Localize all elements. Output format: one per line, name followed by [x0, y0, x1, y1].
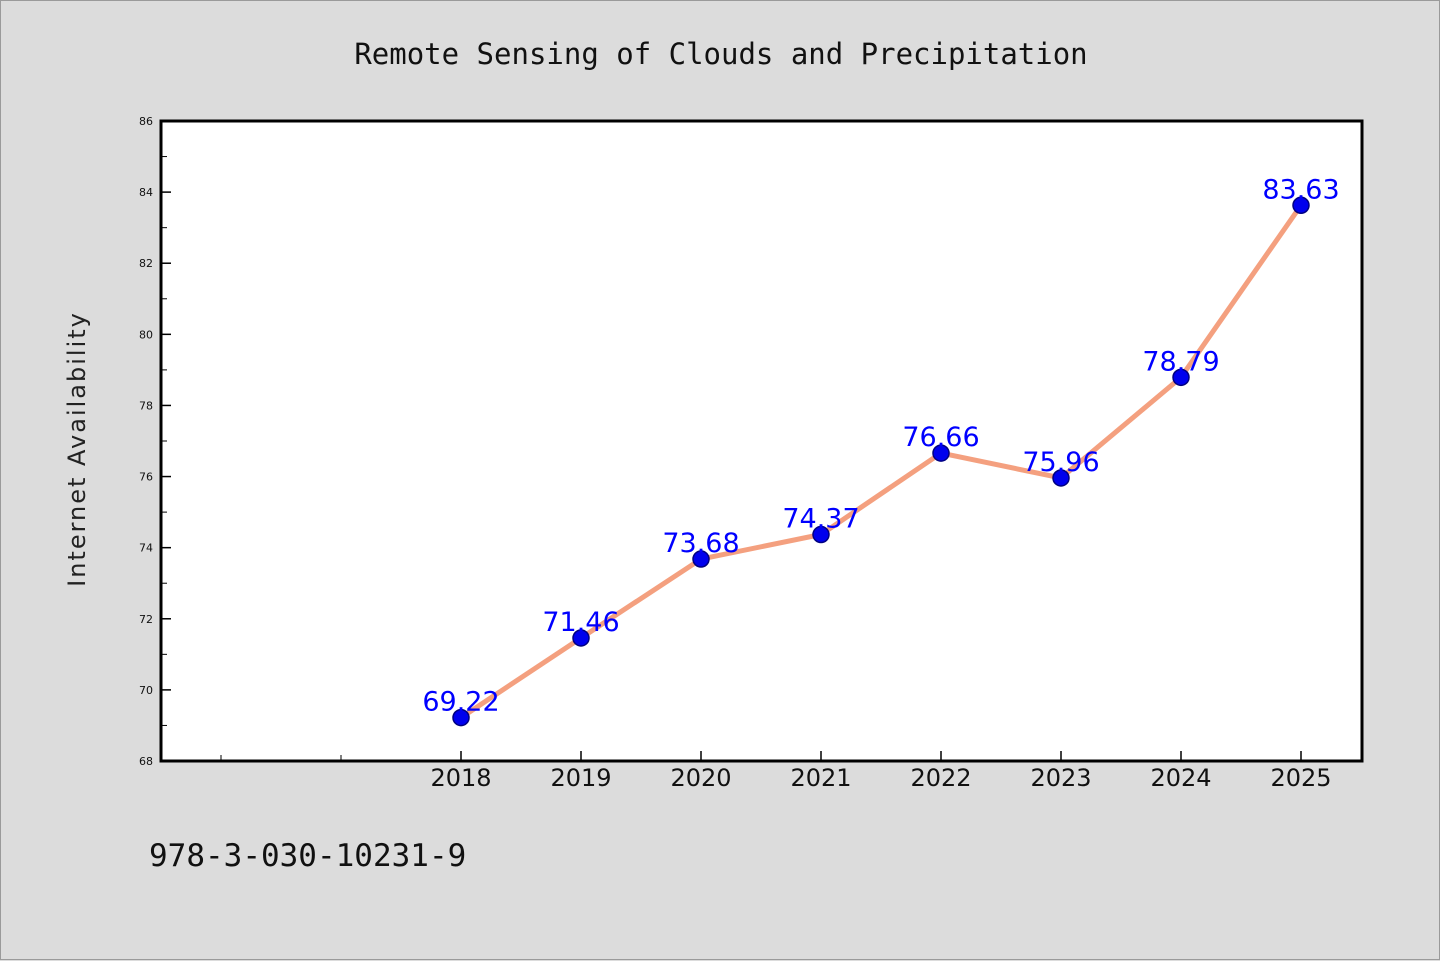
y-tick-label: 86 — [139, 115, 153, 128]
data-point-2023 — [1052, 469, 1070, 487]
data-point-2021 — [812, 525, 830, 544]
y-tick-label: 80 — [139, 328, 153, 341]
data-point-2018 — [452, 708, 470, 727]
y-tick-label: 82 — [139, 257, 153, 270]
data-label-2024: 78.79 — [1142, 346, 1219, 377]
data-point-2019 — [572, 629, 590, 647]
x-tick-label: 2023 — [1030, 764, 1091, 792]
x-tick-label: 2020 — [670, 764, 731, 792]
data-label-2023: 75.96 — [1022, 447, 1099, 478]
caption-isbn: 978-3-030-10231-9 — [149, 838, 466, 874]
data-label-2020: 73.68 — [662, 528, 739, 559]
y-tick-label: 68 — [139, 755, 153, 768]
x-axis: 2018 2019 2020 2021 2022 2023 2024 2025 — [220, 751, 1332, 792]
y-axis-label: Internet Availability — [63, 311, 91, 587]
x-tick-label: 2022 — [910, 764, 971, 792]
y-tick-label: 74 — [139, 542, 153, 555]
plot-frame — [159, 119, 1364, 763]
data-point-2022 — [932, 444, 950, 462]
x-tick-label: 2024 — [1150, 764, 1211, 792]
series-line — [458, 202, 1304, 721]
x-tick-label: 2025 — [1270, 764, 1331, 792]
data-labels: 69.22 71.46 73.68 74.37 76.66 75.96 78.79 83.63 — [422, 174, 1339, 717]
x-tick-label: 2019 — [550, 764, 611, 792]
series-markers — [452, 196, 1310, 727]
data-label-2021: 74.37 — [782, 504, 859, 535]
y-tick-label: 72 — [139, 613, 153, 626]
x-tick-label: 2021 — [790, 764, 851, 792]
chart-title: Remote Sensing of Clouds and Precipitati… — [354, 37, 1087, 71]
x-tick-label: 2018 — [430, 764, 491, 792]
plot-area — [161, 121, 1362, 761]
data-label-2019: 71.46 — [542, 607, 619, 638]
data-point-2025 — [1292, 196, 1310, 215]
y-tick-label: 70 — [139, 684, 153, 697]
data-point-2020 — [692, 550, 710, 568]
y-tick-label: 76 — [139, 471, 153, 484]
data-label-2025: 83.63 — [1262, 174, 1339, 205]
data-label-2018: 69.22 — [422, 687, 499, 718]
y-tick-label: 84 — [139, 186, 153, 199]
y-axis: 68 70 72 74 76 78 80 82 84 86 — [139, 115, 171, 768]
data-label-2022: 76.66 — [902, 422, 979, 453]
y-tick-label: 78 — [139, 399, 153, 412]
data-point-2024 — [1172, 368, 1190, 387]
